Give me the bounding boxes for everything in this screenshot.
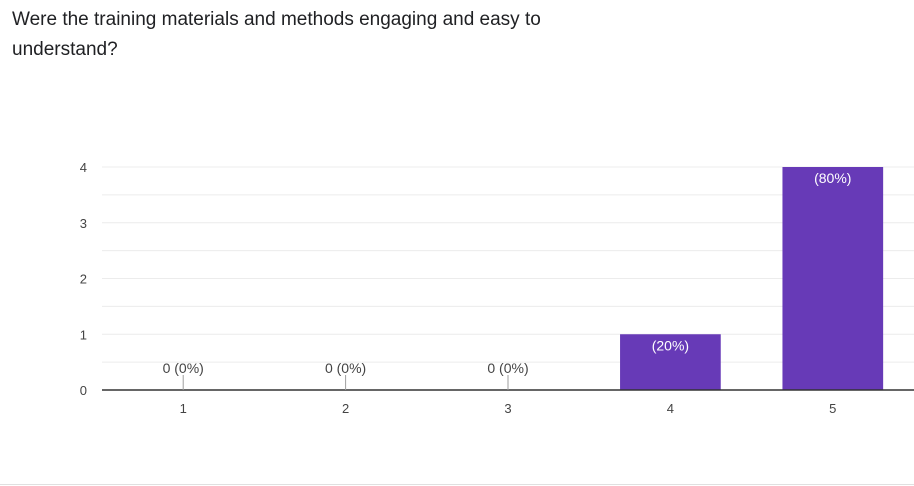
bar-5[interactable] xyxy=(782,167,884,390)
grid-lines xyxy=(102,166,914,363)
y-tick-label: 4 xyxy=(80,160,87,175)
x-tick-label: 3 xyxy=(504,401,511,416)
x-axis-ticks: 1 2 3 4 5 xyxy=(180,401,837,416)
x-tick-label: 4 xyxy=(667,401,674,416)
y-tick-label: 1 xyxy=(80,327,87,342)
data-label: (20%) xyxy=(652,337,689,353)
x-tick-label: 5 xyxy=(829,401,836,416)
data-label: 0 (0%) xyxy=(325,360,366,376)
x-tick-label: 2 xyxy=(342,401,349,416)
y-tick-label: 0 xyxy=(80,383,87,398)
y-axis-ticks: 0 1 2 3 4 xyxy=(80,160,87,398)
data-label: 0 (0%) xyxy=(487,360,528,376)
bars xyxy=(620,167,884,390)
bar-4[interactable] xyxy=(620,334,721,390)
y-tick-label: 3 xyxy=(80,216,87,231)
question-title: Were the training materials and methods … xyxy=(12,9,541,60)
bottom-divider xyxy=(0,484,914,485)
x-tick-label: 1 xyxy=(180,401,187,416)
data-labels: 0 (0%) 0 (0%) 0 (0%) (20%) (80%) xyxy=(163,170,851,390)
data-label: (80%) xyxy=(814,170,851,186)
data-label: 0 (0%) xyxy=(163,360,204,376)
y-tick-label: 2 xyxy=(80,272,87,287)
